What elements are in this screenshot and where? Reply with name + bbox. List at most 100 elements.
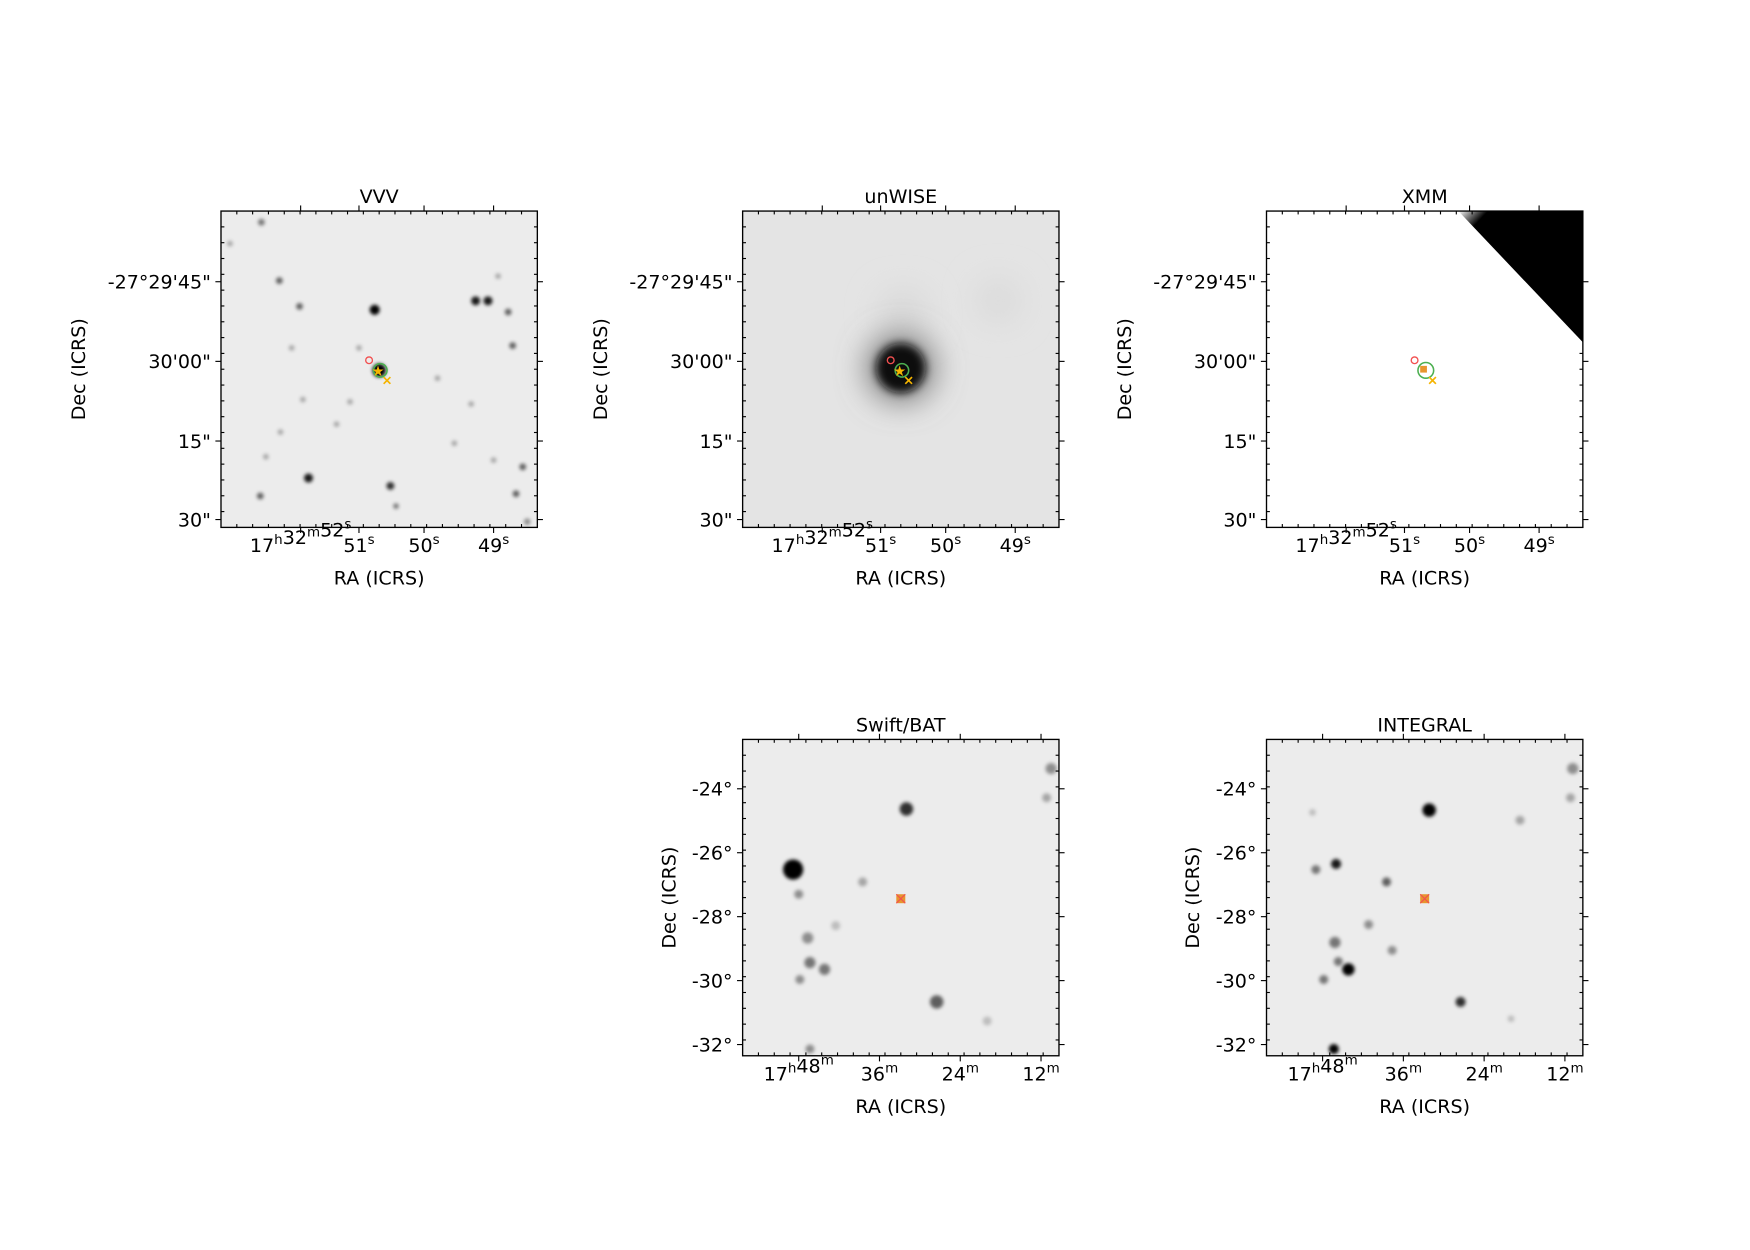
star <box>277 429 284 435</box>
star <box>356 345 362 351</box>
star <box>1045 762 1057 775</box>
y-tick-label: 30'00" <box>1194 351 1257 373</box>
star <box>519 463 527 471</box>
star <box>929 995 944 1009</box>
source-glow <box>975 278 1021 324</box>
marker-x <box>1419 893 1430 904</box>
y-axis-label: Dec (ICRS) <box>1114 318 1136 420</box>
y-tick-label: 30" <box>1223 509 1256 531</box>
x-tick-label: 50s <box>1454 533 1485 557</box>
star <box>1342 963 1355 976</box>
x-axis-label: RA (ICRS) <box>855 568 946 590</box>
star <box>288 345 295 351</box>
star <box>783 859 804 880</box>
x-tick-label: 51s <box>1389 533 1420 557</box>
sky-image <box>742 211 1059 528</box>
star <box>831 921 841 931</box>
marker-x <box>1428 376 1437 385</box>
y-axis-label: Dec (ICRS) <box>1182 847 1204 949</box>
star <box>393 503 399 509</box>
star <box>1042 793 1052 803</box>
marker-green <box>1417 361 1435 379</box>
star <box>1455 996 1466 1007</box>
star <box>1422 803 1436 817</box>
star <box>1364 920 1374 930</box>
x-tick-label: 17h32m52s <box>772 518 873 558</box>
star <box>369 304 380 315</box>
star <box>805 1044 815 1054</box>
source-glow <box>878 289 928 339</box>
x-tick-label: 17h32m52s <box>250 518 351 558</box>
marker-green <box>894 362 910 378</box>
y-axis-label: Dec (ICRS) <box>658 847 680 949</box>
star <box>504 308 512 316</box>
star <box>227 240 233 247</box>
star <box>451 440 458 447</box>
sky-image <box>220 211 538 528</box>
panel: 17h48m 36m 24m 12m -24° -26° -28° -30° -32° INTEG… <box>1182 715 1589 1118</box>
star <box>386 481 395 490</box>
y-tick-label: 30'00" <box>670 351 733 373</box>
marker-square <box>1420 365 1427 373</box>
panel-title: XMM <box>1402 186 1448 208</box>
star <box>1507 1015 1515 1023</box>
x-tick-label: 17h48m <box>1288 1054 1358 1086</box>
y-tick-label: -24° <box>1216 779 1257 801</box>
x-tick-label: 49s <box>1523 533 1554 557</box>
x-tick-label: 50s <box>930 533 961 557</box>
x-tick-label: 51s <box>865 533 896 557</box>
star <box>296 303 303 310</box>
star <box>794 889 804 899</box>
y-tick-label: 30" <box>178 509 211 531</box>
x-tick-label: 12m <box>1546 1062 1583 1086</box>
y-tick-label: 30'00" <box>148 351 211 373</box>
y-tick-label: -27°29'45" <box>1153 271 1256 293</box>
y-tick-label: -26° <box>1216 842 1257 864</box>
y-tick-label: -28° <box>1216 906 1257 928</box>
x-tick-label: 49s <box>1000 533 1031 557</box>
marker-x <box>895 893 906 904</box>
star <box>858 877 868 887</box>
star <box>1333 957 1343 967</box>
y-tick-label: 15" <box>1223 431 1256 453</box>
star <box>509 342 517 350</box>
detector-edge <box>1458 211 1583 343</box>
x-tick-label: 36m <box>861 1062 898 1086</box>
marker-green <box>372 362 388 378</box>
marker-red <box>1410 356 1419 365</box>
y-axis-label: Dec (ICRS) <box>590 318 612 420</box>
star <box>1382 877 1392 887</box>
star <box>304 473 313 483</box>
star <box>899 802 914 816</box>
y-tick-label: 30" <box>700 509 733 531</box>
y-tick-label: -30° <box>692 970 733 992</box>
star <box>483 296 493 306</box>
star <box>333 421 340 428</box>
marker-red <box>365 356 374 365</box>
star <box>490 457 497 463</box>
y-tick-label: -27°29'45" <box>108 271 211 293</box>
x-axis-label: RA (ICRS) <box>334 568 425 590</box>
star <box>818 963 831 975</box>
star <box>1331 858 1342 869</box>
x-tick-label: 24m <box>1465 1062 1502 1086</box>
x-tick-label: 51s <box>343 533 374 557</box>
star <box>263 453 269 460</box>
panel-title: unWISE <box>864 186 937 208</box>
y-tick-label: -24° <box>692 779 733 801</box>
x-axis-label: RA (ICRS) <box>855 1096 946 1118</box>
star <box>434 375 441 382</box>
star <box>1319 975 1329 984</box>
y-tick-label: -28° <box>692 906 733 928</box>
star <box>804 957 816 969</box>
y-tick-label: -30° <box>1216 970 1257 992</box>
panel: 17h48m 36m 24m 12m -24° -26° -28° -30° -32° Swift… <box>658 715 1065 1118</box>
y-tick-label: 15" <box>700 431 733 453</box>
marker-star: ★ <box>372 363 385 380</box>
panel-title: INTEGRAL <box>1377 715 1472 737</box>
x-tick-label: 49s <box>478 533 509 557</box>
x-tick-label: 17h48m <box>764 1054 834 1086</box>
y-axis-label: Dec (ICRS) <box>68 318 90 420</box>
